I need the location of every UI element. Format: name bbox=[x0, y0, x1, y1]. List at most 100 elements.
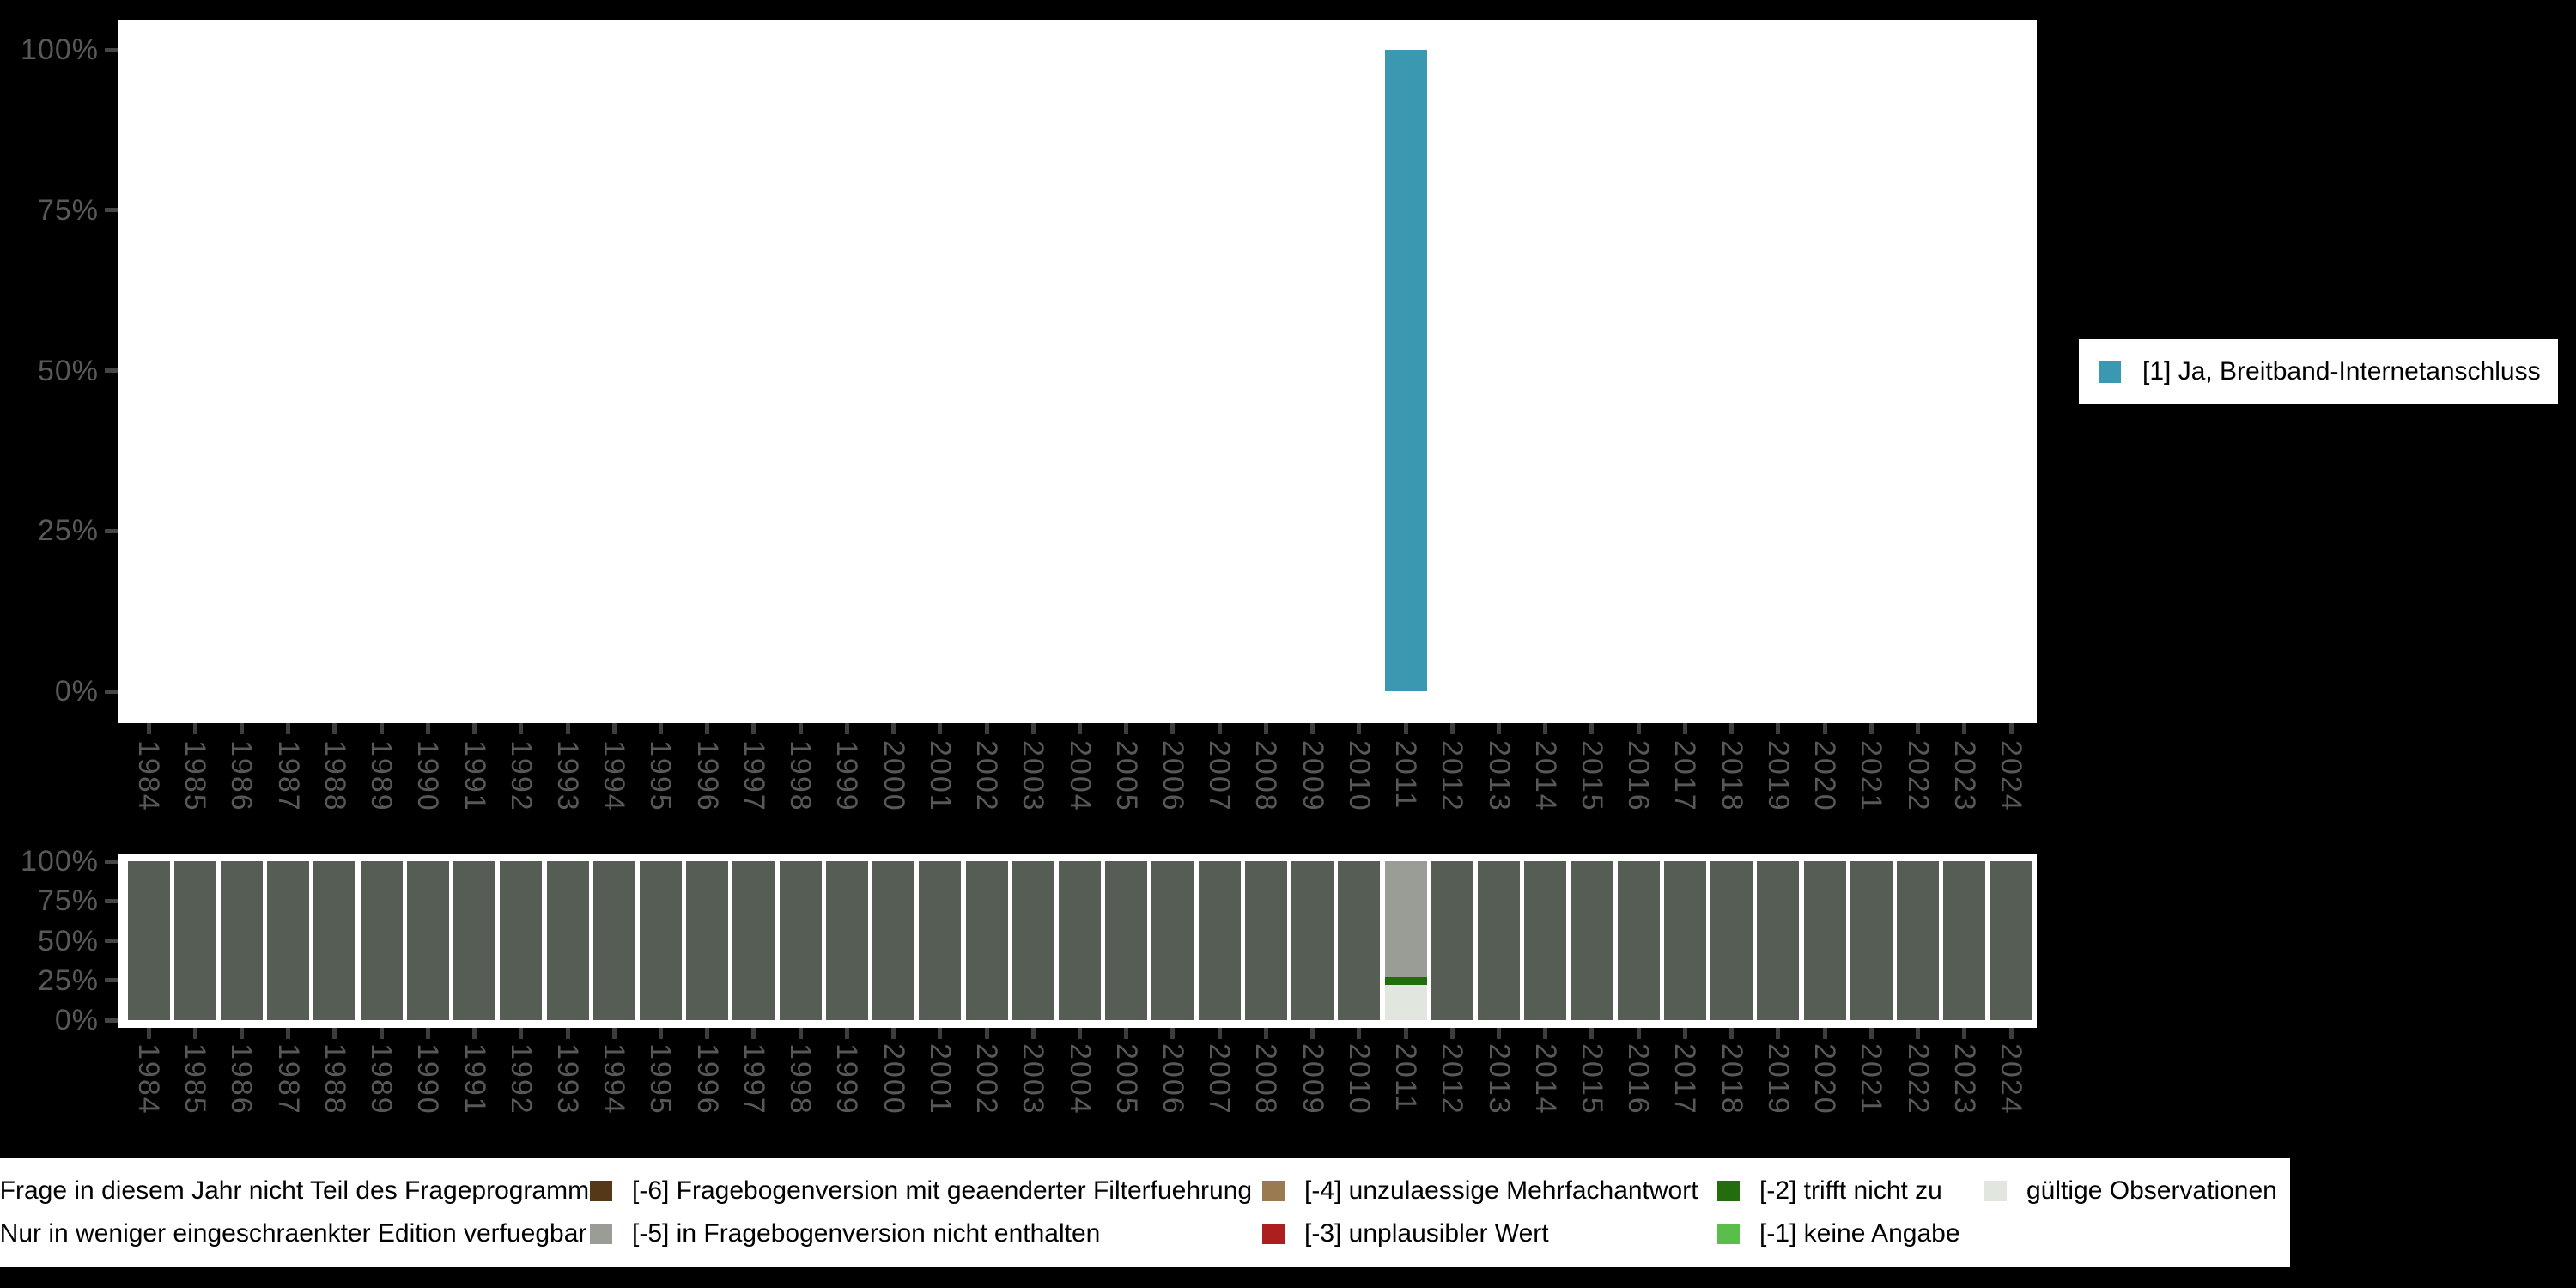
x-axis-year-label: 2006 bbox=[1156, 1043, 1189, 1115]
x-axis-year-label: 1984 bbox=[132, 740, 165, 812]
missing-bar-1984[interactable] bbox=[127, 861, 170, 1020]
x-axis-year-label: 2011 bbox=[1389, 740, 1423, 811]
x-axis-year-label: 2012 bbox=[1436, 740, 1469, 812]
missing-bar-2007[interactable] bbox=[1198, 861, 1241, 1020]
missing-bar-1995[interactable] bbox=[639, 861, 682, 1020]
legend-item-label: [-7] Nur in weniger eingeschraenkter Edi… bbox=[0, 1219, 587, 1248]
missing-bar-1998[interactable] bbox=[779, 861, 822, 1020]
x-axis-tick bbox=[1636, 723, 1641, 734]
legend-item-label: [-2] trifft nicht zu bbox=[1759, 1176, 1942, 1205]
missing-bar-1990[interactable] bbox=[406, 861, 449, 1020]
x-axis-year-label: 2021 bbox=[1855, 740, 1888, 812]
missing-bar-1999[interactable] bbox=[825, 861, 868, 1020]
x-axis-tick bbox=[658, 1028, 663, 1039]
x-axis-tick bbox=[984, 723, 989, 734]
x-axis-year-label: 2010 bbox=[1342, 1043, 1376, 1115]
missing-bar-2004[interactable] bbox=[1059, 861, 1101, 1020]
x-axis-year-label: 2013 bbox=[1482, 1043, 1516, 1115]
missing-bar-2018[interactable] bbox=[1710, 861, 1753, 1020]
x-axis-tick bbox=[519, 723, 524, 734]
missing-bar-2009[interactable] bbox=[1291, 861, 1334, 1020]
x-axis-year-label: 2016 bbox=[1622, 1043, 1656, 1115]
legend-item: [-4] unzulaessige Mehrfachantwort bbox=[1262, 1176, 1698, 1205]
legend-key-swatch bbox=[1717, 1224, 1740, 1244]
x-axis-year-label: 1987 bbox=[271, 740, 305, 812]
x-axis-year-label: 2003 bbox=[1017, 740, 1050, 812]
x-axis-year-label: 1989 bbox=[365, 740, 398, 812]
x-axis-tick bbox=[1170, 723, 1176, 734]
legend-item: gültige Observationen bbox=[1984, 1176, 2277, 1205]
x-axis-tick bbox=[751, 1028, 756, 1039]
missing-bar-2013[interactable] bbox=[1478, 861, 1521, 1020]
x-axis-year-label: 1987 bbox=[271, 1043, 305, 1115]
missing-bar-1988[interactable] bbox=[313, 861, 356, 1020]
x-axis-year-label: 1993 bbox=[551, 740, 585, 812]
missing-bar-1992[interactable] bbox=[500, 861, 543, 1020]
y-axis-tick-label: 100% bbox=[21, 33, 99, 66]
x-axis-year-label: 2008 bbox=[1249, 740, 1283, 812]
missing-bar-2000[interactable] bbox=[872, 861, 915, 1020]
missing-bar-1986[interactable] bbox=[220, 861, 263, 1020]
x-axis-year-label: 2013 bbox=[1482, 740, 1516, 812]
x-axis-year-label: 1999 bbox=[830, 740, 864, 812]
missing-bar-2020[interactable] bbox=[1803, 861, 1846, 1020]
missing-bar-2023[interactable] bbox=[1943, 861, 1986, 1020]
x-axis-tick bbox=[1916, 723, 1921, 734]
missing-bar-2011[interactable] bbox=[1384, 861, 1427, 978]
x-axis-tick bbox=[1682, 1028, 1687, 1039]
x-axis-tick bbox=[938, 1028, 943, 1039]
missing-bar-1996[interactable] bbox=[686, 861, 729, 1020]
missing-bar-2011[interactable] bbox=[1384, 985, 1427, 1020]
missing-bar-1994[interactable] bbox=[592, 861, 635, 1020]
missing-bar-1989[interactable] bbox=[360, 861, 403, 1020]
x-axis-tick bbox=[1403, 1028, 1408, 1039]
missing-bar-2015[interactable] bbox=[1571, 861, 1613, 1020]
bar-2011[interactable] bbox=[1384, 50, 1427, 691]
missing-bar-2021[interactable] bbox=[1850, 861, 1893, 1020]
x-axis-year-label: 2009 bbox=[1296, 740, 1329, 812]
missing-bar-2003[interactable] bbox=[1012, 861, 1054, 1020]
x-axis-year-label: 2011 bbox=[1389, 1043, 1423, 1114]
missing-bar-1993[interactable] bbox=[546, 861, 589, 1020]
missing-bar-2016[interactable] bbox=[1617, 861, 1660, 1020]
missing-bar-1997[interactable] bbox=[732, 861, 775, 1020]
missing-bar-2010[interactable] bbox=[1338, 861, 1381, 1020]
x-axis-tick bbox=[705, 723, 710, 734]
legend-item: [-6] Fragebogenversion mit geaenderter F… bbox=[590, 1176, 1252, 1205]
missing-bar-2012[interactable] bbox=[1431, 861, 1473, 1020]
missing-bar-2001[interactable] bbox=[919, 861, 962, 1020]
missing-bar-2005[interactable] bbox=[1105, 861, 1148, 1020]
missing-bar-1991[interactable] bbox=[453, 861, 496, 1020]
x-axis-year-label: 1998 bbox=[784, 1043, 817, 1115]
x-axis-tick bbox=[472, 1028, 477, 1039]
legend-key-swatch bbox=[1717, 1181, 1740, 1201]
missing-bar-2014[interactable] bbox=[1524, 861, 1567, 1020]
missing-bar-2019[interactable] bbox=[1757, 861, 1800, 1020]
x-axis-tick bbox=[984, 1028, 989, 1039]
x-axis-tick bbox=[472, 723, 477, 734]
missing-bar-1985[interactable] bbox=[173, 861, 216, 1020]
x-axis-tick bbox=[938, 723, 943, 734]
x-axis-tick bbox=[379, 723, 384, 734]
missing-bar-1987[interactable] bbox=[267, 861, 310, 1020]
x-axis-year-label: 2002 bbox=[970, 1043, 1004, 1115]
x-axis-tick bbox=[1124, 723, 1129, 734]
legend-key-swatch bbox=[590, 1224, 612, 1244]
legend-item-label: [-1] keine Angabe bbox=[1759, 1219, 1960, 1248]
missing-bar-2002[interactable] bbox=[965, 861, 1008, 1020]
y-axis-tick-label: 75% bbox=[37, 884, 99, 918]
missing-bar-2022[interactable] bbox=[1897, 861, 1940, 1020]
missing-bar-2024[interactable] bbox=[1990, 861, 2032, 1020]
x-axis-year-label: 2022 bbox=[1901, 1043, 1935, 1115]
legend-item-label: gültige Observationen bbox=[2026, 1176, 2277, 1205]
missing-bar-2011[interactable] bbox=[1384, 977, 1427, 986]
legend-item-label: [-3] unplausibler Wert bbox=[1304, 1219, 1549, 1248]
x-axis-year-label: 1986 bbox=[225, 1043, 258, 1115]
x-axis-tick bbox=[1822, 1028, 1827, 1039]
x-axis-tick bbox=[1263, 1028, 1268, 1039]
missing-bar-2006[interactable] bbox=[1151, 861, 1194, 1020]
missing-bar-2017[interactable] bbox=[1663, 861, 1706, 1020]
missing-bar-2008[interactable] bbox=[1244, 861, 1287, 1020]
legend-item: [-5] in Fragebogenversion nicht enthalte… bbox=[590, 1219, 1100, 1248]
x-axis-year-label: 2020 bbox=[1808, 1043, 1842, 1115]
